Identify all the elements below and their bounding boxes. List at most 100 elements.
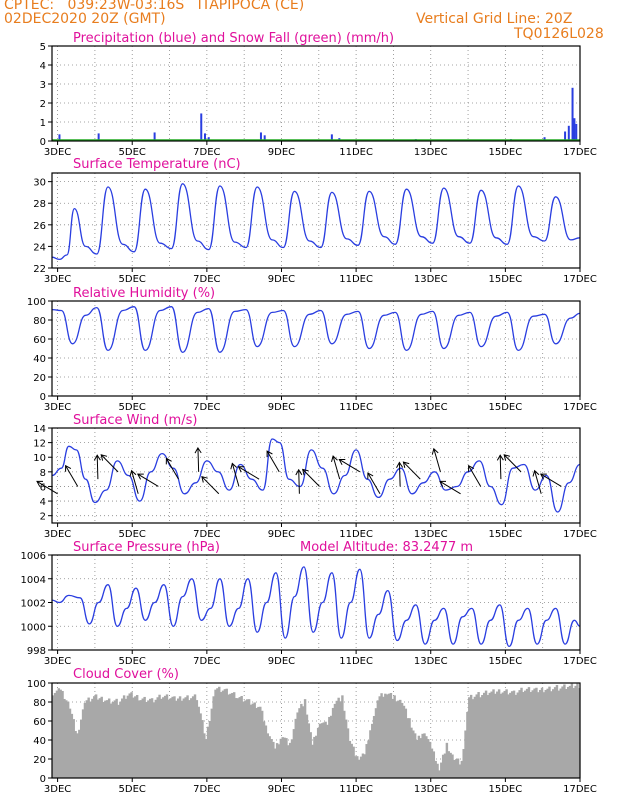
cloud-bar: [481, 695, 484, 778]
cloud-bar: [188, 700, 191, 778]
cloud-bar: [462, 749, 465, 778]
cloud-bar: [510, 691, 514, 778]
x-tick-label: 13DEC: [414, 274, 448, 285]
cloud-bar: [300, 703, 303, 778]
cloud-bar: [548, 686, 551, 778]
cloud-bar: [380, 693, 383, 778]
x-tick-label: 7DEC: [193, 656, 220, 667]
cloud-bar: [204, 739, 208, 778]
cloud-bar: [441, 754, 445, 778]
cloud-bar: [344, 719, 348, 778]
cloud-bar: [79, 719, 83, 778]
cloud-bar: [514, 694, 518, 778]
station-header: CPTEC: 039:23W-03:16S ITAPIPOCA (CE): [4, 0, 305, 13]
cloud-bar: [432, 751, 436, 778]
cloud-bar: [178, 696, 182, 778]
cloud-bar: [447, 751, 450, 778]
cloud-bar: [473, 696, 477, 778]
cloud-bar: [421, 733, 424, 778]
wind-arrowhead: [100, 454, 108, 461]
wind-arrowhead: [302, 468, 309, 476]
cloud-bar: [106, 700, 109, 778]
cloud-bar: [279, 738, 283, 778]
cloud-bar: [475, 694, 478, 778]
cloud-bar: [477, 692, 480, 778]
wind-vector: [302, 469, 320, 487]
y-tick-label: 6: [40, 482, 46, 493]
y-tick-label: 14: [33, 424, 46, 435]
cloud-bar: [460, 760, 464, 778]
cloud-bar: [399, 699, 402, 778]
precip-bar: [564, 131, 567, 141]
cloud-bar: [66, 701, 70, 778]
cloud-bar: [94, 694, 98, 778]
wind-vector: [468, 465, 482, 487]
cloud-bar: [326, 724, 329, 778]
cloud-bar: [298, 708, 301, 778]
cloud-bar: [70, 713, 74, 778]
cloud-bar: [216, 688, 219, 778]
cloud-bar: [544, 689, 547, 778]
cloud-bar: [191, 696, 195, 778]
cloud-bar: [281, 737, 284, 778]
cloud-bar: [538, 689, 542, 778]
precip-bar: [567, 125, 570, 141]
cloud-bar: [316, 727, 320, 778]
cloud-bar: [419, 738, 422, 778]
cloud-bar: [318, 723, 322, 778]
cloud-bar: [512, 690, 516, 778]
x-tick-label: 13DEC: [414, 656, 448, 667]
series-line-rh: [51, 306, 581, 353]
wind-vector: [201, 476, 220, 495]
cloud-bar: [113, 700, 116, 778]
y-tick-label: 0: [40, 137, 46, 148]
x-tick-label: 15DEC: [489, 784, 523, 795]
panel-frame: [51, 300, 581, 397]
wind-arrowhead: [439, 480, 446, 487]
y-tick-label: 12: [33, 439, 46, 450]
x-tick-label: 17DEC: [563, 656, 597, 667]
cloud-bar: [231, 692, 234, 778]
wind-vector: [231, 463, 240, 487]
y-tick-label: 5: [40, 42, 46, 53]
y-tick-label: 1: [40, 118, 46, 129]
wind-vector: [503, 454, 522, 473]
cloud-bar: [479, 697, 482, 778]
run-date: 02DEC2020 20Z (GMT): [4, 11, 166, 27]
cloud-bar: [59, 689, 62, 778]
x-tick-label: 3DEC: [44, 784, 71, 795]
cloud-bar: [150, 698, 154, 778]
cloud-bar: [516, 692, 519, 778]
cloud-bar: [555, 685, 559, 778]
x-tick-label: 11DEC: [339, 529, 373, 540]
wind-vector: [534, 470, 542, 494]
cloud-bar: [78, 729, 81, 778]
cloud-bar: [173, 696, 176, 778]
cloud-bar: [533, 688, 536, 778]
wind-vector: [367, 472, 381, 495]
cloud-bar: [180, 700, 184, 778]
wind-arrowhead: [237, 466, 245, 473]
cloud-bar: [415, 740, 419, 778]
panel-wind: [36, 427, 581, 527]
panel-precip: [48, 45, 581, 145]
wind-arrowhead: [431, 447, 439, 455]
cloud-bar: [292, 729, 296, 778]
x-tick-label: 17DEC: [563, 784, 597, 795]
cloud-bar: [290, 739, 294, 778]
cloud-bar: [262, 721, 266, 778]
x-tick-label: 9DEC: [268, 784, 295, 795]
x-tick-label: 17DEC: [563, 529, 597, 540]
cloud-bar: [126, 695, 130, 778]
x-tick-label: 9DEC: [268, 274, 295, 285]
cloud-bar: [227, 694, 230, 778]
cloud-bar: [578, 688, 581, 778]
cloud-bar: [482, 692, 486, 778]
cloud-bar: [121, 698, 124, 778]
cloud-bar: [507, 694, 510, 778]
cloud-bar: [111, 702, 115, 778]
cloud-bar: [348, 740, 352, 778]
x-tick-label: 13DEC: [414, 529, 448, 540]
cloud-bar: [357, 759, 361, 778]
